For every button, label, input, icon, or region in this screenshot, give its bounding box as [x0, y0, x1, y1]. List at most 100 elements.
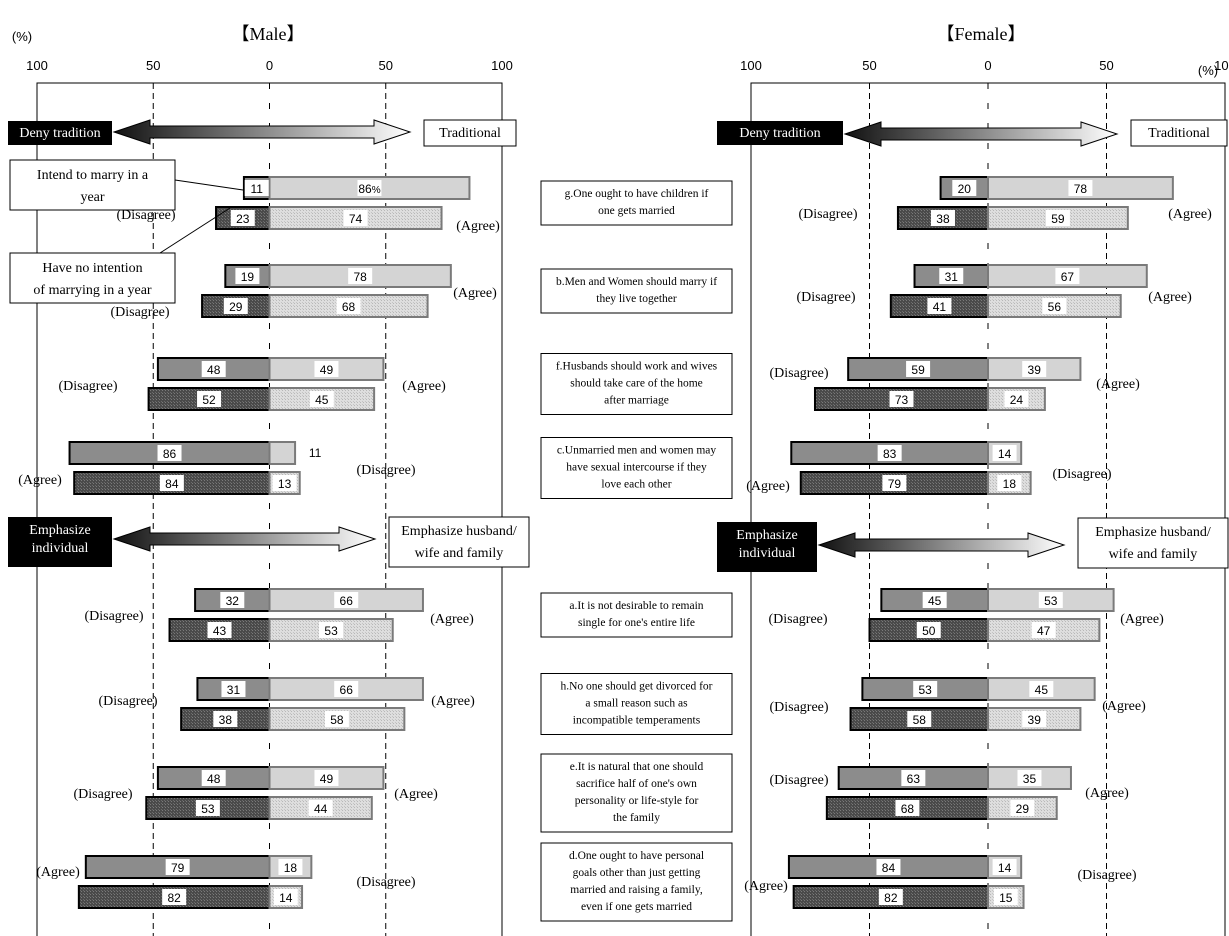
value-label-bg [348, 268, 373, 284]
item-label-line: b.Men and Women should marry if [556, 276, 717, 288]
legend-left-box [8, 121, 112, 145]
value-label-negative: 38 [936, 212, 950, 226]
legend-left-label: Emphasize individual [736, 528, 797, 561]
value-label-positive: 14 [998, 447, 1012, 461]
value-label-bg [907, 711, 932, 727]
value-label-positive: 45 [315, 393, 329, 407]
item-label-line: single for one's entire life [578, 617, 695, 629]
value-label-bg [997, 475, 1022, 491]
value-label-bg [273, 889, 298, 905]
value-label-bg [334, 592, 359, 608]
item-label-line: have sexual intercourse if they [566, 462, 707, 474]
value-label-positive: 78 [353, 270, 367, 284]
legend-left-box [8, 517, 112, 567]
item-label-box [540, 353, 733, 415]
series-callout: Intend to marry in a year [37, 168, 149, 205]
value-label-positive: 66 [340, 594, 354, 608]
value-label-negative: 48 [207, 772, 221, 786]
item-label-line: sacrifice half of one's own [576, 778, 697, 790]
item-label-line: after marriage [604, 395, 669, 407]
item-label: d.One ought to have personal goals other … [569, 850, 704, 913]
value-label-bg [906, 361, 931, 377]
item-label-line: a small reason such as [585, 698, 688, 710]
value-label-bg [1045, 210, 1070, 226]
value-label-negative: 58 [913, 713, 927, 727]
value-label-bg [324, 711, 349, 727]
value-label-positive: 66 [340, 683, 354, 697]
value-label-negative: 43 [213, 624, 227, 638]
value-label-positive: 67 [1061, 270, 1075, 284]
value-label-bg [314, 361, 339, 377]
value-label-negative: 73 [895, 393, 909, 407]
value-label-bg [992, 859, 1017, 875]
value-label-negative: 53 [201, 802, 215, 816]
value-label-negative: 31 [227, 683, 241, 697]
tick-label: 0 [984, 58, 991, 73]
legend-left-label: Emphasize individual [29, 523, 90, 556]
item-label: b.Men and Women should marry if they live… [556, 276, 717, 305]
value-label-bg [223, 298, 248, 314]
side-word-right: (Agree) [1096, 377, 1140, 392]
value-label-bg [157, 445, 182, 461]
value-label-bg [201, 770, 226, 786]
value-label-negative: 79 [171, 861, 185, 875]
value-label-bg [221, 681, 246, 697]
callout-line [159, 207, 231, 254]
value-label-bg [162, 889, 187, 905]
value-label-bg [1038, 592, 1063, 608]
callout-line-text: of marrying in a year [33, 283, 152, 298]
side-word-left: (Disagree) [84, 609, 143, 624]
value-label-negative: 32 [226, 594, 240, 608]
value-label-positive: 53 [324, 624, 338, 638]
value-label-positive: 86% [358, 182, 380, 196]
value-label-positive: 58 [330, 713, 344, 727]
series-callout: Have no intention of marrying in a year [33, 261, 152, 298]
side-word-right: (Agree) [1085, 786, 1129, 801]
item-label-line: h.No one should get divorced for [560, 681, 712, 693]
value-label-negative: 29 [229, 300, 243, 314]
value-label-positive: 18 [1003, 477, 1017, 491]
side-word-left: (Disagree) [769, 366, 828, 381]
value-label-bg [992, 445, 1017, 461]
tick-label: 100 [491, 58, 513, 73]
panel-title: 【Male】 [232, 24, 305, 44]
side-word-right: (Agree) [1168, 207, 1212, 222]
value-label-positive: 49 [320, 772, 334, 786]
value-label-bg [213, 711, 238, 727]
value-label-bg [336, 298, 361, 314]
value-label-negative: 63 [907, 772, 921, 786]
value-label-bg [1022, 361, 1047, 377]
legend-left-line: Emphasize [29, 523, 90, 538]
item-label-box [540, 268, 733, 314]
item-label-line: e.It is natural that one should [570, 761, 704, 773]
value-label-bg [939, 268, 964, 284]
value-label-negative: 84 [882, 861, 896, 875]
value-label-negative: 11 [250, 182, 263, 196]
side-word-right: (Agree) [1148, 290, 1192, 305]
value-label-positive: 14 [279, 891, 293, 905]
value-label-positive: 78 [1074, 182, 1088, 196]
value-label-bg [1031, 622, 1056, 638]
side-word-left: (Disagree) [58, 379, 117, 394]
legend-arrow [843, 121, 1119, 147]
item-label-line: c.Unmarried men and women may [557, 445, 717, 457]
value-label-bg [220, 592, 245, 608]
item-label-line: love each other [601, 479, 671, 491]
side-word-right: (Agree) [456, 219, 500, 234]
value-label-positive: 56 [1048, 300, 1062, 314]
item-label-line: the family [613, 812, 660, 824]
value-label-bg [901, 770, 926, 786]
value-label-bg [1004, 391, 1029, 407]
value-label-bg [308, 800, 333, 816]
item-label: c.Unmarried men and women may have sexual… [557, 445, 717, 491]
side-word-left: (Disagree) [798, 207, 857, 222]
value-label-positive: 15 [999, 891, 1013, 905]
value-label-positive: 45 [1035, 683, 1049, 697]
value-label-positive: 35 [1023, 772, 1037, 786]
value-label-negative: 82 [884, 891, 898, 905]
item-label-line: f.Husbands should work and wives [556, 361, 718, 373]
value-label-positive: 29 [1016, 802, 1030, 816]
tick-label: 100 [26, 58, 48, 73]
value-label-negative: 31 [945, 270, 959, 284]
side-word-right: (Disagree) [356, 875, 415, 890]
